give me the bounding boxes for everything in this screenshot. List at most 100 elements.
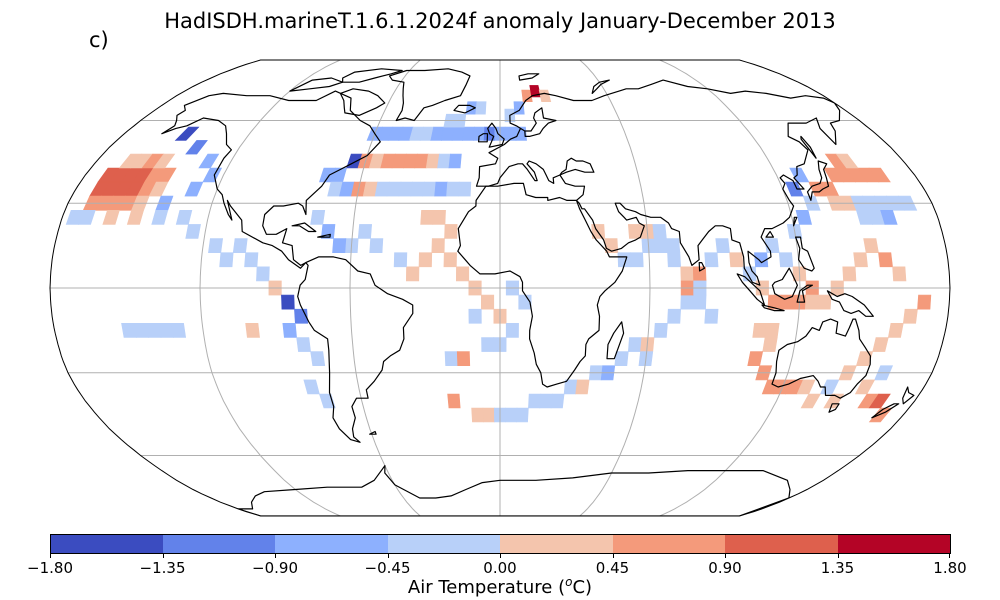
anomaly-cell xyxy=(863,238,879,253)
anomaly-cell xyxy=(504,126,517,141)
anomaly-cells-layer xyxy=(65,85,932,423)
coastline-baffin-island xyxy=(339,88,386,116)
anomaly-cell xyxy=(146,323,162,338)
coastline-cuba xyxy=(291,222,317,233)
anomaly-cell xyxy=(823,393,845,409)
anomaly-cell xyxy=(887,323,904,338)
anomaly-cell xyxy=(868,167,891,183)
anomaly-cell xyxy=(835,153,859,169)
coastline-philippines xyxy=(795,236,815,272)
anomaly-cell xyxy=(208,238,224,253)
coastline-new-zealand-south xyxy=(871,403,900,419)
colorbar-tick xyxy=(725,553,726,558)
anomaly-cell xyxy=(332,238,347,253)
anomaly-cell xyxy=(653,323,668,338)
anomaly-cell xyxy=(505,323,519,338)
anomaly-cell xyxy=(303,379,320,395)
anomaly-cell xyxy=(482,407,495,423)
anomaly-cell xyxy=(451,126,465,141)
anomaly-cell xyxy=(296,337,311,352)
anomaly-cell xyxy=(627,224,643,239)
anomaly-cell xyxy=(431,238,445,253)
coastline-africa xyxy=(457,182,628,388)
coastline-south-america xyxy=(297,256,414,443)
anomaly-cell xyxy=(281,294,295,310)
colorbar-tick-label: 0.45 xyxy=(595,559,630,577)
anomaly-cell xyxy=(471,407,484,423)
colorbar-tick xyxy=(949,553,950,558)
anomaly-cell xyxy=(418,252,433,268)
anomaly-cell xyxy=(410,181,425,197)
anomaly-cell xyxy=(174,126,200,141)
anomaly-cell xyxy=(513,101,525,115)
anomaly-cell xyxy=(800,393,821,409)
coastline-sulawesi xyxy=(796,284,813,303)
anomaly-cell xyxy=(185,224,201,239)
coastline-japan xyxy=(806,160,830,201)
coastline-ireland xyxy=(478,133,489,143)
colorbar-segment xyxy=(162,534,276,553)
anomaly-cell xyxy=(516,407,529,423)
coastline-madagascar xyxy=(606,321,625,360)
colorbar-tick xyxy=(500,553,501,558)
colorbar-segment xyxy=(387,534,501,553)
anomaly-cell xyxy=(880,210,898,225)
colorbar-tick-label: −1.35 xyxy=(139,559,186,577)
coastline-hainan xyxy=(765,230,774,238)
robinson-map xyxy=(49,59,951,517)
colorbar-label: Air Temperature (oC) xyxy=(0,575,1000,598)
anomaly-cell xyxy=(754,252,769,268)
anomaly-cell xyxy=(667,308,682,324)
colorbar-tick-label: 0.90 xyxy=(708,559,742,577)
coastline-hispaniola xyxy=(317,233,331,238)
coastline-new-zealand-north xyxy=(902,386,915,405)
anomaly-cell xyxy=(878,252,893,268)
anomaly-cell xyxy=(126,210,144,225)
anomaly-cell xyxy=(804,294,819,310)
coastline-taiwan xyxy=(793,216,798,227)
colorbar xyxy=(50,534,951,553)
anomaly-cell xyxy=(202,167,223,183)
coastline-greenland xyxy=(388,68,471,122)
coastline-new-guinea xyxy=(826,290,874,317)
colorbar-tick-label: 0.00 xyxy=(483,559,517,577)
colorbar-tick-label: −0.90 xyxy=(252,559,298,577)
anomaly-cell xyxy=(458,181,472,197)
anomaly-cell xyxy=(666,238,681,253)
anomaly-cell xyxy=(282,323,297,338)
anomaly-cell xyxy=(444,224,458,239)
anomaly-cell xyxy=(680,294,694,310)
anomaly-cell xyxy=(446,181,460,197)
colorbar-tick-label: 1.80 xyxy=(933,559,967,577)
coastline-borneo xyxy=(771,267,798,300)
anomaly-cell xyxy=(405,266,420,282)
anomaly-cell xyxy=(393,252,408,268)
anomaly-cell xyxy=(77,210,96,225)
anomaly-cell xyxy=(575,379,590,395)
anomaly-cell xyxy=(729,252,744,268)
anomaly-cell xyxy=(422,181,437,197)
anomaly-cell xyxy=(102,210,120,225)
colorbar-segment xyxy=(837,534,951,553)
anomaly-cell xyxy=(443,252,457,268)
anomaly-cell xyxy=(614,351,629,366)
anomaly-cell xyxy=(653,238,668,253)
anomaly-cell xyxy=(462,126,475,141)
anomaly-cell xyxy=(357,224,373,239)
anomaly-cell xyxy=(456,351,471,366)
coastline-sakhalin xyxy=(800,135,817,159)
colorbar-tick xyxy=(387,553,389,558)
map-title: HadISDH.marineT.1.6.1.2024f anomaly Janu… xyxy=(164,9,836,33)
anomaly-cell xyxy=(680,266,694,282)
anomaly-cell xyxy=(747,351,764,366)
coastline-australia xyxy=(771,318,871,399)
anomaly-cell xyxy=(170,323,187,338)
anomaly-cell xyxy=(475,101,487,115)
anomaly-cell xyxy=(152,153,176,169)
coastline-sri-lanka xyxy=(698,262,706,272)
anomaly-cell xyxy=(902,308,918,324)
anomaly-cell xyxy=(667,252,682,268)
anomaly-cell xyxy=(256,266,270,282)
colorbar-tick xyxy=(50,553,51,558)
coastline-north-america xyxy=(161,90,381,269)
